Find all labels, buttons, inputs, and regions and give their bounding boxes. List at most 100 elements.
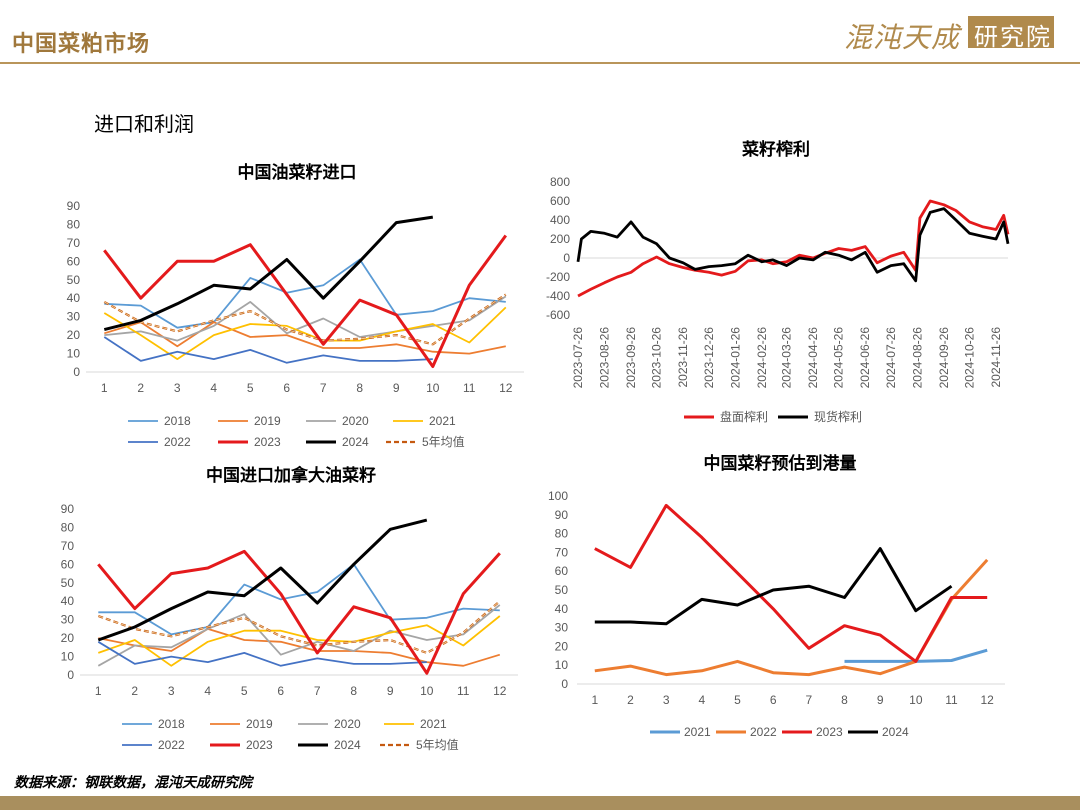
legend-label: 2024: [334, 738, 361, 752]
y-tick-label: 90: [61, 502, 75, 516]
x-tick-label: 6: [277, 684, 284, 698]
y-tick-label: 0: [561, 677, 568, 691]
y-tick-label: 0: [73, 365, 80, 379]
y-tick-label: 0: [67, 668, 74, 682]
legend-label: 2019: [246, 717, 273, 731]
legend-label: 2018: [164, 414, 191, 428]
x-tick-label: 2024-01-26: [728, 327, 742, 389]
y-tick-label: 30: [555, 621, 569, 635]
x-tick-label: 2024-08-26: [910, 327, 924, 389]
y-tick-label: 40: [67, 291, 81, 305]
legend-label: 2024: [342, 435, 369, 449]
x-tick-label: 2024-03-26: [780, 327, 794, 389]
series-line-2024: [97, 518, 428, 642]
y-tick-label: 60: [555, 564, 569, 578]
x-tick-label: 10: [426, 381, 440, 395]
y-tick-label: 400: [550, 213, 570, 227]
x-tick-label: 2024-09-26: [937, 327, 951, 389]
y-tick-label: 800: [550, 175, 570, 189]
x-tick-label: 2: [131, 684, 138, 698]
y-tick-label: 40: [555, 602, 569, 616]
x-tick-label: 2023-08-26: [598, 327, 612, 389]
x-tick-label: 2024-04-26: [806, 327, 820, 389]
y-tick-label: 10: [555, 658, 569, 672]
x-tick-label: 9: [877, 693, 884, 707]
series-line-2021: [98, 615, 501, 667]
header-divider: [0, 62, 1080, 64]
chart-title: 中国油菜籽进口: [238, 162, 357, 183]
legend-label: 2021: [420, 717, 447, 731]
y-tick-label: 30: [61, 613, 75, 627]
series-line-inner-5年均值: [104, 294, 507, 345]
x-tick-label: 2023-12-26: [702, 327, 716, 389]
legend-label: 盘面榨利: [720, 409, 768, 424]
x-tick-label: 8: [356, 381, 363, 395]
x-tick-label: 3: [174, 381, 181, 395]
y-tick-label: 600: [550, 194, 570, 208]
x-tick-label: 5: [734, 693, 741, 707]
x-tick-label: 11: [945, 693, 958, 707]
x-tick-label: 2024-05-26: [832, 327, 846, 389]
x-tick-label: 10: [420, 684, 434, 698]
x-tick-label: 7: [320, 381, 327, 395]
series-line-2023: [97, 549, 501, 675]
y-tick-label: 90: [67, 199, 81, 213]
x-tick-label: 1: [101, 381, 108, 395]
legend-label: 2023: [816, 725, 843, 739]
company-logo: 混沌天成 研究院: [844, 14, 1056, 54]
y-tick-label: 20: [67, 328, 81, 342]
y-tick-label: 100: [548, 489, 568, 503]
series-line-inner-5年均值: [98, 600, 501, 654]
x-tick-label: 2024-11-26: [989, 327, 1003, 388]
legend-label: 2023: [254, 435, 281, 449]
x-tick-label: 2023-09-26: [624, 327, 638, 389]
y-tick-label: 20: [555, 639, 569, 653]
y-tick-label: 60: [67, 254, 81, 268]
x-tick-label: 12: [980, 693, 994, 707]
x-tick-label: 9: [387, 684, 394, 698]
x-tick-label: 1: [95, 684, 102, 698]
section-title: 进口和利润: [94, 112, 194, 136]
data-source-note: 数据来源：钢联数据，混沌天成研究院: [14, 775, 252, 791]
series-line-spot-margin: [576, 207, 1010, 283]
series-line-2023: [594, 503, 988, 663]
legend-label: 5年均值: [416, 737, 459, 752]
y-tick-label: 0: [563, 251, 570, 265]
series-line-futures-margin: [577, 199, 1010, 298]
chart-title: 中国菜籽预估到港量: [704, 453, 857, 474]
series-line-2022: [103, 336, 433, 364]
x-tick-label: 12: [493, 684, 507, 698]
legend-label: 2018: [158, 717, 185, 731]
x-tick-label: 2023-07-26: [571, 327, 585, 389]
x-tick-label: 7: [314, 684, 321, 698]
x-tick-label: 6: [283, 381, 290, 395]
x-tick-label: 2: [137, 381, 144, 395]
chart-crush-margin: 菜籽榨利 -600 -400 -200 0 200 400 600 800 2023-07-26 2…: [546, 139, 1010, 424]
logo-box: 研究院: [968, 16, 1054, 51]
legend-label: 2023: [246, 738, 273, 752]
x-tick-label: 3: [663, 693, 670, 707]
logo-box-text: 研究院: [974, 23, 1052, 51]
x-tick-label: 10: [909, 693, 923, 707]
legend-label: 2021: [429, 414, 456, 428]
y-tick-label: 70: [61, 539, 75, 553]
legend-label: 2020: [334, 717, 361, 731]
page-header: 中国菜粕市场 混沌天成 研究院: [0, 0, 1080, 64]
x-tick-label: 2024-07-26: [884, 327, 898, 389]
footer-bar: [0, 796, 1080, 810]
series-line-2021: [103, 306, 507, 360]
x-tick-label: 2024-02-26: [755, 327, 769, 389]
y-tick-label: 90: [555, 508, 569, 522]
x-tick-label: 12: [499, 381, 513, 395]
x-tick-label: 4: [698, 693, 705, 707]
x-tick-label: 5: [241, 684, 248, 698]
y-tick-label: -600: [546, 308, 570, 322]
x-tick-label: 9: [393, 381, 400, 395]
y-tick-label: 40: [61, 594, 75, 608]
x-tick-label: 7: [805, 693, 812, 707]
series-line-2022: [97, 641, 427, 667]
y-tick-label: -400: [546, 289, 570, 303]
